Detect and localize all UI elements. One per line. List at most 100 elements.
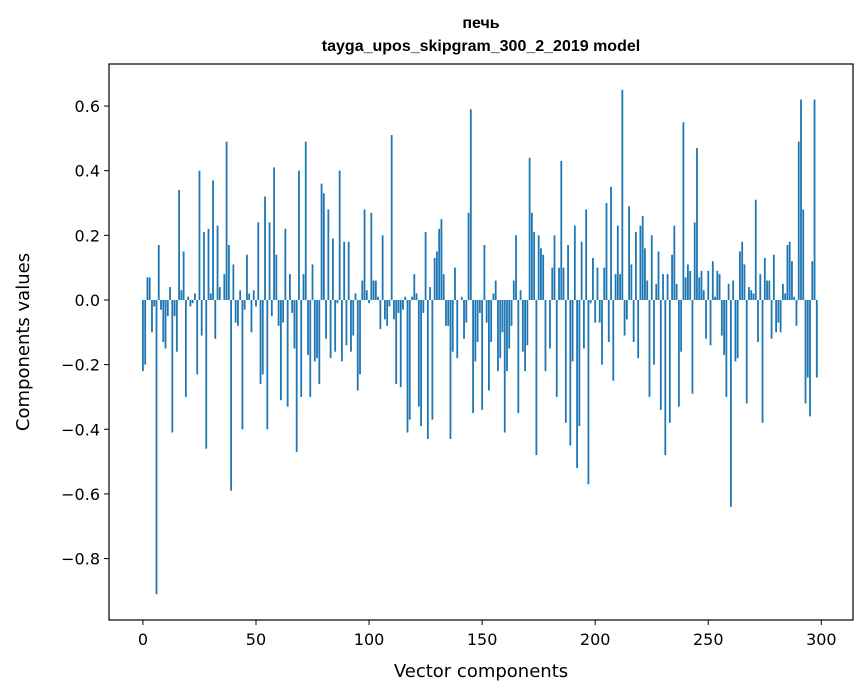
bar bbox=[535, 299, 538, 456]
bar bbox=[194, 293, 196, 300]
bar bbox=[151, 299, 153, 333]
bar bbox=[768, 280, 771, 300]
y-tick-label: −0.8 bbox=[61, 550, 100, 569]
bar bbox=[521, 299, 524, 352]
bar bbox=[300, 299, 303, 397]
bar bbox=[732, 280, 735, 300]
bar bbox=[350, 299, 352, 352]
bar bbox=[322, 193, 325, 300]
bar bbox=[268, 222, 271, 300]
bar bbox=[779, 299, 782, 333]
bar bbox=[664, 299, 667, 456]
bar bbox=[250, 299, 253, 333]
bar bbox=[589, 299, 592, 304]
bar bbox=[218, 287, 221, 300]
bar bbox=[793, 296, 796, 300]
bar bbox=[564, 299, 567, 423]
bar bbox=[212, 180, 214, 300]
bar bbox=[612, 299, 615, 381]
bar bbox=[368, 299, 370, 304]
bar bbox=[549, 299, 551, 349]
bar bbox=[311, 264, 314, 300]
bar bbox=[478, 299, 481, 313]
bar bbox=[404, 296, 407, 300]
bar bbox=[205, 299, 208, 449]
bar bbox=[540, 248, 542, 300]
bar bbox=[175, 299, 178, 352]
bar bbox=[759, 274, 762, 300]
bar bbox=[182, 251, 185, 300]
bar bbox=[573, 225, 576, 300]
bar bbox=[530, 212, 533, 300]
bar bbox=[225, 141, 228, 300]
bar bbox=[770, 299, 773, 339]
y-axis-ticks: −0.8 −0.6 −0.4 −0.2 0.0 0.2 0.4 0.6 bbox=[61, 97, 109, 569]
bar bbox=[605, 203, 608, 300]
bar bbox=[273, 167, 275, 300]
bar bbox=[781, 283, 784, 300]
bar bbox=[729, 299, 732, 507]
bar bbox=[472, 299, 474, 414]
bar bbox=[501, 299, 504, 333]
chart-subtitle: tayga_upos_skipgram_300_2_2019 model bbox=[322, 38, 640, 55]
bar bbox=[359, 299, 361, 375]
bar bbox=[483, 245, 486, 300]
bar bbox=[284, 228, 287, 300]
bar bbox=[286, 299, 289, 407]
bar bbox=[784, 293, 787, 300]
x-axis-ticks: 0 50 100 150 200 250 300 bbox=[138, 620, 837, 649]
bar bbox=[506, 299, 508, 372]
bar bbox=[714, 296, 716, 300]
x-tick-label: 200 bbox=[580, 630, 611, 649]
bar bbox=[562, 267, 565, 300]
bar bbox=[772, 254, 775, 300]
bar bbox=[347, 241, 350, 300]
bar bbox=[666, 274, 669, 300]
bar bbox=[327, 209, 330, 300]
y-axis-label: Components values bbox=[13, 253, 34, 431]
bar bbox=[709, 299, 712, 346]
y-tick-label: −0.2 bbox=[61, 356, 100, 375]
bar bbox=[456, 299, 459, 359]
bar bbox=[632, 299, 635, 342]
bar bbox=[352, 299, 355, 336]
bar bbox=[592, 257, 594, 300]
bar bbox=[343, 241, 346, 300]
bar bbox=[727, 283, 730, 300]
y-tick-label: −0.6 bbox=[61, 485, 100, 504]
bar bbox=[216, 225, 219, 300]
bar bbox=[542, 254, 545, 300]
bar bbox=[569, 299, 572, 446]
bar bbox=[381, 235, 384, 300]
bar bbox=[189, 299, 192, 307]
bar bbox=[791, 261, 793, 300]
x-tick-label: 0 bbox=[138, 630, 148, 649]
bar bbox=[345, 299, 348, 346]
bar bbox=[707, 270, 710, 300]
bar bbox=[515, 235, 517, 300]
bar bbox=[580, 241, 583, 300]
bar bbox=[214, 299, 217, 339]
bar bbox=[698, 277, 701, 300]
bar bbox=[356, 299, 359, 391]
bar bbox=[436, 251, 438, 300]
bar bbox=[257, 222, 260, 300]
x-tick-label: 150 bbox=[467, 630, 498, 649]
bar bbox=[144, 299, 147, 365]
bar bbox=[587, 299, 590, 485]
bar bbox=[318, 299, 321, 385]
bar bbox=[413, 274, 416, 300]
bar bbox=[537, 235, 540, 300]
bar bbox=[680, 299, 683, 352]
bar bbox=[567, 245, 569, 300]
bar bbox=[237, 299, 239, 326]
bar bbox=[646, 280, 649, 300]
bar bbox=[248, 293, 251, 300]
bar bbox=[302, 274, 305, 300]
y-tick-label: 0.4 bbox=[75, 162, 100, 181]
bar bbox=[743, 264, 746, 300]
bar bbox=[178, 190, 181, 300]
bar bbox=[307, 299, 309, 355]
bar bbox=[264, 196, 266, 300]
bar bbox=[809, 299, 811, 417]
